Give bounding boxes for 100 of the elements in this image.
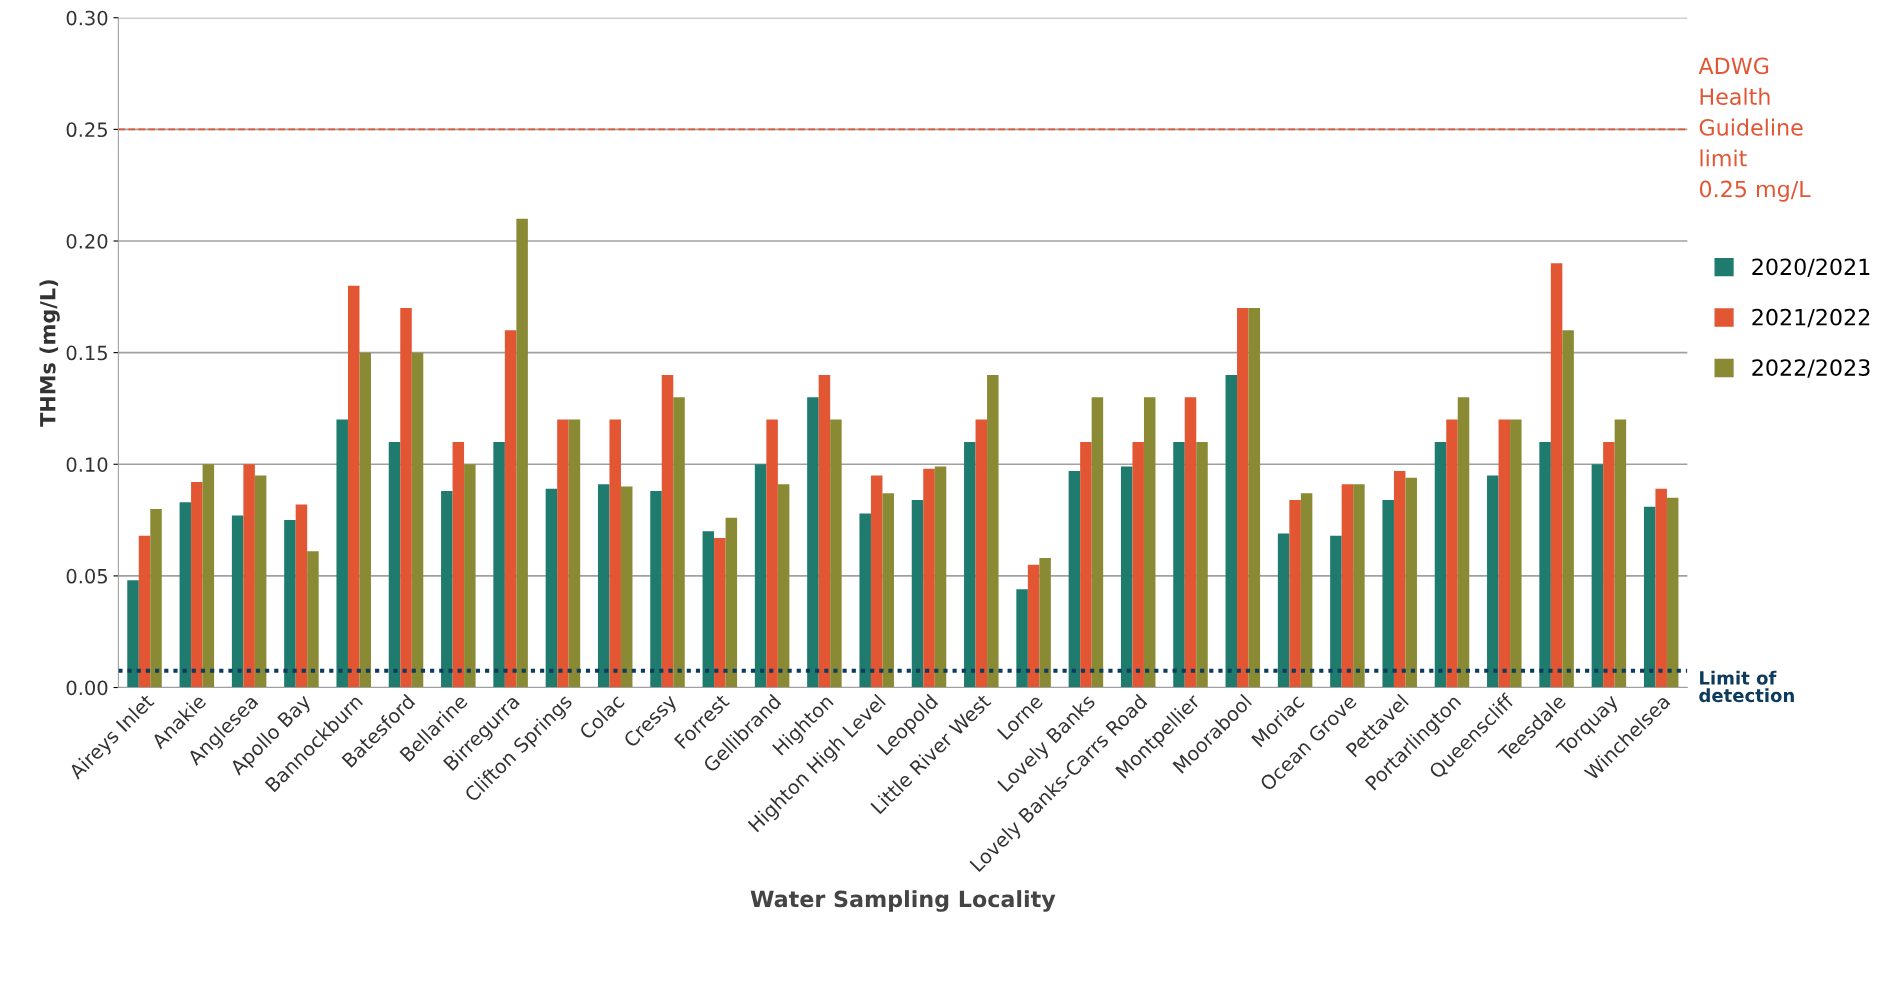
ref-line-label: Limit of detection <box>1699 670 1794 703</box>
y-tick-label: 0.15 <box>66 345 107 361</box>
bar <box>307 551 319 688</box>
bar <box>1091 397 1104 688</box>
bar <box>870 475 883 688</box>
bar <box>1330 535 1342 688</box>
x-axis-title: Water Sampling Locality <box>750 890 1056 912</box>
bar <box>359 352 371 688</box>
bar <box>284 520 296 688</box>
bar <box>882 493 894 688</box>
bar <box>620 486 633 688</box>
bar <box>1173 441 1185 688</box>
bar <box>1498 419 1511 688</box>
bar <box>673 397 685 688</box>
bar <box>1225 374 1238 688</box>
legend-label: 2022/2023 <box>1752 359 1870 378</box>
bar <box>702 531 715 688</box>
bar <box>1562 330 1574 688</box>
bar <box>1457 397 1470 688</box>
bar <box>777 484 790 688</box>
bar <box>754 464 767 688</box>
bar <box>964 441 976 688</box>
bar <box>295 504 308 688</box>
bar <box>568 419 581 688</box>
bar <box>1248 307 1261 688</box>
legend-label: 2020/2021 <box>1752 258 1870 277</box>
bar <box>1446 419 1458 688</box>
bar <box>859 513 871 688</box>
bar <box>766 419 778 688</box>
bar <box>231 515 244 688</box>
y-axis-title: THMs (mg/L) <box>39 280 60 427</box>
bar <box>1405 477 1417 688</box>
bar <box>388 441 401 688</box>
bar <box>1300 493 1313 688</box>
bar <box>1510 419 1522 688</box>
bar <box>1539 441 1551 688</box>
bar <box>254 475 267 688</box>
bar <box>1487 475 1499 688</box>
bar <box>336 419 348 688</box>
bar <box>725 517 738 688</box>
bar <box>1080 441 1092 688</box>
bar <box>1382 499 1394 688</box>
bar <box>609 419 621 688</box>
bar <box>504 330 517 688</box>
bar <box>1614 419 1627 688</box>
bar <box>150 508 162 688</box>
bar <box>411 352 424 688</box>
bar <box>830 419 842 688</box>
bar <box>1666 497 1679 688</box>
bar <box>1289 499 1301 688</box>
bar <box>1039 558 1051 688</box>
bar <box>1120 466 1133 688</box>
bar <box>807 397 819 688</box>
bar <box>1184 397 1197 688</box>
bar <box>191 482 203 688</box>
bar <box>127 580 139 688</box>
bar <box>545 488 558 688</box>
bar <box>818 374 831 688</box>
y-tick-label: 0.20 <box>66 233 108 249</box>
bar <box>179 502 192 688</box>
bar <box>934 466 947 688</box>
bar <box>347 285 360 688</box>
bar <box>1068 470 1081 688</box>
bar <box>1341 484 1354 688</box>
y-tick-label: 0.05 <box>66 568 107 584</box>
bar <box>1603 441 1615 688</box>
legend-label: 2021/2022 <box>1752 308 1870 328</box>
bar <box>1143 397 1156 688</box>
bar <box>1591 464 1604 688</box>
bar <box>493 441 505 688</box>
bar <box>714 537 726 688</box>
bar <box>1643 506 1656 688</box>
bar <box>975 419 988 688</box>
bar <box>1016 589 1028 688</box>
bar <box>911 499 924 688</box>
bar <box>1393 470 1406 688</box>
bar <box>400 307 412 688</box>
bar <box>1132 441 1144 688</box>
bar <box>987 374 999 688</box>
bar <box>516 218 528 688</box>
bar <box>441 491 453 688</box>
bar <box>1434 441 1447 688</box>
bar <box>464 464 476 688</box>
y-tick-label: 0.30 <box>66 10 108 26</box>
bar <box>452 441 465 688</box>
bar <box>1196 441 1208 688</box>
bar <box>597 484 610 688</box>
bar <box>243 464 255 688</box>
bar <box>1655 488 1667 688</box>
bar <box>661 374 674 688</box>
bar <box>923 468 935 688</box>
bar <box>138 535 151 688</box>
bar <box>1353 484 1365 688</box>
bar <box>1550 263 1563 688</box>
bar <box>1027 564 1040 688</box>
y-tick-label: 0.25 <box>66 122 107 138</box>
bar <box>557 419 569 688</box>
ref-line-label: ADWG Health Guideline limit 0.25 mg/L <box>1698 57 1811 202</box>
bar <box>1237 307 1249 688</box>
bar <box>1277 533 1290 688</box>
